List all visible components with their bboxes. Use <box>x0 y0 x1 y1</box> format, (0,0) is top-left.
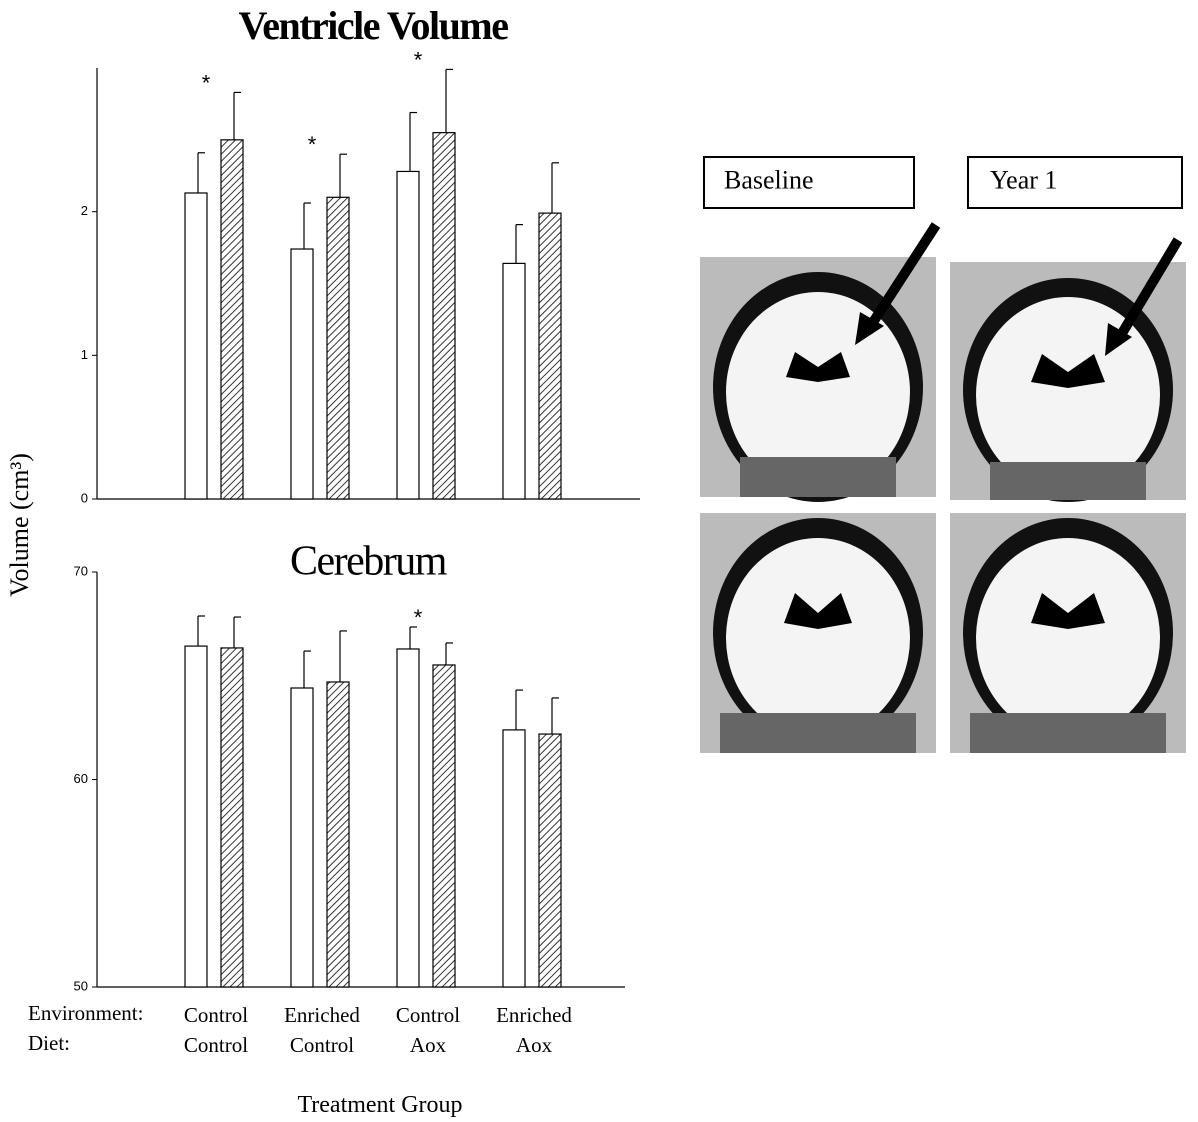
bar <box>538 733 562 988</box>
bar <box>220 647 244 988</box>
bar <box>326 196 350 500</box>
chart-title: Ventricle Volume <box>239 3 509 48</box>
x-tick-label: Control <box>184 1033 248 1057</box>
label-box <box>967 156 1183 209</box>
bar <box>502 729 526 988</box>
bar <box>290 687 314 988</box>
significance-marker: * <box>414 47 423 72</box>
y-tick-label: 50 <box>74 978 88 993</box>
label-box <box>703 156 915 209</box>
bar <box>538 212 562 500</box>
x-axis-label: Treatment Group <box>297 1092 462 1118</box>
row-label: Diet: <box>28 1031 70 1055</box>
bar <box>290 248 314 500</box>
bar <box>326 681 350 988</box>
image-label: Baseline <box>724 165 814 194</box>
image-label: Year 1 <box>990 165 1057 194</box>
bar <box>396 170 420 500</box>
y-tick-label: 60 <box>74 771 88 786</box>
x-tick-label: Control <box>290 1033 354 1057</box>
significance-marker: * <box>308 132 317 157</box>
significance-marker: * <box>202 70 211 95</box>
bar <box>502 262 526 500</box>
significance-marker: * <box>414 605 423 630</box>
x-tick-label: Control <box>396 1003 460 1027</box>
bar <box>432 132 456 500</box>
x-tick-label: Control <box>184 1003 248 1027</box>
bar <box>184 192 208 500</box>
row-label: Environment: <box>28 1001 143 1025</box>
bar <box>184 645 208 988</box>
x-tick-label: Enriched <box>284 1003 360 1027</box>
bar <box>432 664 456 988</box>
image-panel: Baseline Year 1 <box>700 156 1186 753</box>
y-tick-label: 2 <box>81 203 88 218</box>
y-tick-label: 70 <box>74 563 88 578</box>
y-axis-label: Volume (cm³) <box>5 453 34 597</box>
mri-scans <box>700 222 1186 753</box>
y-tick-label: 0 <box>81 490 88 505</box>
bar <box>220 139 244 500</box>
x-tick-label: Aox <box>516 1033 553 1057</box>
bar <box>396 648 420 988</box>
x-tick-label: Aox <box>410 1033 447 1057</box>
chart-title: Cerebrum <box>290 539 448 585</box>
x-tick-label: Enriched <box>496 1003 572 1027</box>
y-tick-label: 1 <box>81 347 88 362</box>
